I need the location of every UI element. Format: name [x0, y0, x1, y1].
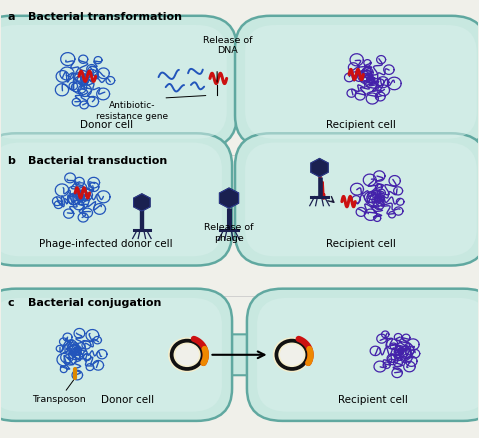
- Circle shape: [175, 344, 199, 366]
- FancyBboxPatch shape: [235, 133, 479, 265]
- FancyBboxPatch shape: [247, 289, 479, 421]
- Circle shape: [280, 344, 304, 366]
- FancyBboxPatch shape: [235, 16, 479, 148]
- FancyBboxPatch shape: [0, 142, 222, 256]
- Text: Transposon: Transposon: [33, 380, 86, 404]
- FancyBboxPatch shape: [186, 334, 293, 375]
- Polygon shape: [311, 159, 328, 177]
- Text: Bacterial transduction: Bacterial transduction: [28, 156, 167, 166]
- Text: b: b: [7, 156, 15, 166]
- FancyBboxPatch shape: [0, 16, 237, 148]
- Text: Release of
phage: Release of phage: [204, 223, 254, 243]
- Circle shape: [273, 337, 311, 372]
- FancyBboxPatch shape: [245, 142, 477, 256]
- Text: Donor cell: Donor cell: [80, 120, 133, 130]
- Circle shape: [168, 337, 206, 372]
- FancyBboxPatch shape: [257, 298, 479, 412]
- FancyBboxPatch shape: [0, 25, 227, 139]
- Text: Recipient cell: Recipient cell: [326, 120, 396, 130]
- Text: Recipient cell: Recipient cell: [338, 395, 408, 405]
- FancyBboxPatch shape: [245, 25, 477, 139]
- Text: Phage-infected donor cell: Phage-infected donor cell: [39, 239, 173, 249]
- Text: Bacterial transformation: Bacterial transformation: [28, 12, 182, 22]
- Polygon shape: [134, 194, 150, 211]
- Polygon shape: [219, 188, 239, 208]
- Text: Bacterial conjugation: Bacterial conjugation: [28, 298, 161, 308]
- FancyBboxPatch shape: [0, 298, 222, 412]
- Text: c: c: [7, 298, 14, 308]
- Text: Antibiotic-
resistance gene: Antibiotic- resistance gene: [96, 102, 169, 121]
- FancyBboxPatch shape: [0, 133, 232, 265]
- Text: Donor cell: Donor cell: [101, 395, 154, 405]
- Text: Recipient cell: Recipient cell: [326, 239, 396, 249]
- Text: a: a: [7, 12, 14, 22]
- Text: Release of
DNA: Release of DNA: [203, 36, 252, 55]
- FancyBboxPatch shape: [0, 289, 232, 421]
